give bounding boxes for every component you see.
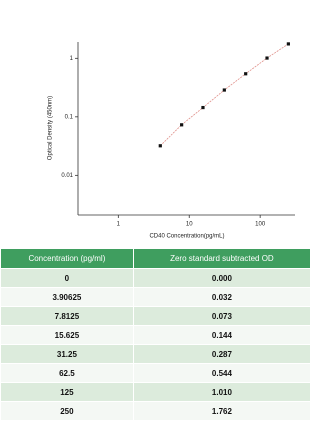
x-axis-label: CD40 Concentration(pg/mL): [149, 234, 224, 240]
table-cell: 1.762: [132, 401, 312, 421]
y-tick-label: 1: [70, 56, 74, 62]
table-cell: 15.625: [0, 325, 134, 345]
y-tick-label: 0.1: [65, 114, 74, 120]
point: [265, 56, 269, 60]
point: [286, 42, 290, 46]
point: [222, 88, 226, 92]
table-row: 3.90625 0.032: [0, 287, 312, 307]
table-cell: 0.544: [132, 363, 312, 383]
point: [158, 144, 162, 148]
table-cell: 0.287: [132, 344, 312, 364]
data-table: Concentration (pg/ml) Zero standard subtr…: [0, 248, 312, 421]
fit-line: [160, 43, 289, 147]
table-row: 62.5 0.544: [0, 363, 312, 383]
point: [244, 72, 248, 76]
table-cell: 250: [0, 401, 134, 421]
table-row: 125 1.010: [0, 382, 312, 402]
table-cell: 3.90625: [0, 287, 134, 307]
column-header: Concentration (pg/ml): [0, 248, 134, 269]
table-row: 15.625 0.144: [0, 325, 312, 345]
table-cell: 7.8125: [0, 306, 134, 326]
column-header: Zero standard subtracted OD: [132, 248, 312, 269]
x-tick-label: 10: [186, 222, 193, 228]
table-cell: 31.25: [0, 344, 134, 364]
table-row: 31.25 0.287: [0, 344, 312, 364]
table-cell: 0.032: [132, 287, 312, 307]
y-tick-label: 0.01: [61, 173, 73, 179]
x-tick-label: 1: [117, 222, 121, 228]
table-cell: 125: [0, 382, 134, 402]
table-header: Concentration (pg/ml) Zero standard subtr…: [0, 248, 312, 269]
table-cell: 0.000: [132, 268, 312, 288]
table-cell: 0: [0, 268, 134, 288]
table-cell: 0.144: [132, 325, 312, 345]
y-axis-label: Optical Density (450nm): [48, 96, 54, 160]
table-cell: 0.073: [132, 306, 312, 326]
table-row: 0 0.000: [0, 268, 312, 288]
table-row: 7.8125 0.073: [0, 306, 312, 326]
table-row: 250 1.762: [0, 401, 312, 421]
point: [201, 105, 205, 110]
table-cell: 62.5: [0, 363, 134, 383]
point: [180, 123, 184, 127]
page: CD40 Concentration(pg/mL) Optical Densit…: [0, 42, 312, 421]
chart: CD40 Concentration(pg/mL) Optical Densit…: [48, 42, 295, 240]
table-cell: 1.010: [132, 382, 312, 402]
table-body: 0 0.000 3.90625 0.032 7.8125 0.073 15.625 0.144…: [0, 268, 312, 421]
x-tick-label: 100: [255, 222, 266, 228]
